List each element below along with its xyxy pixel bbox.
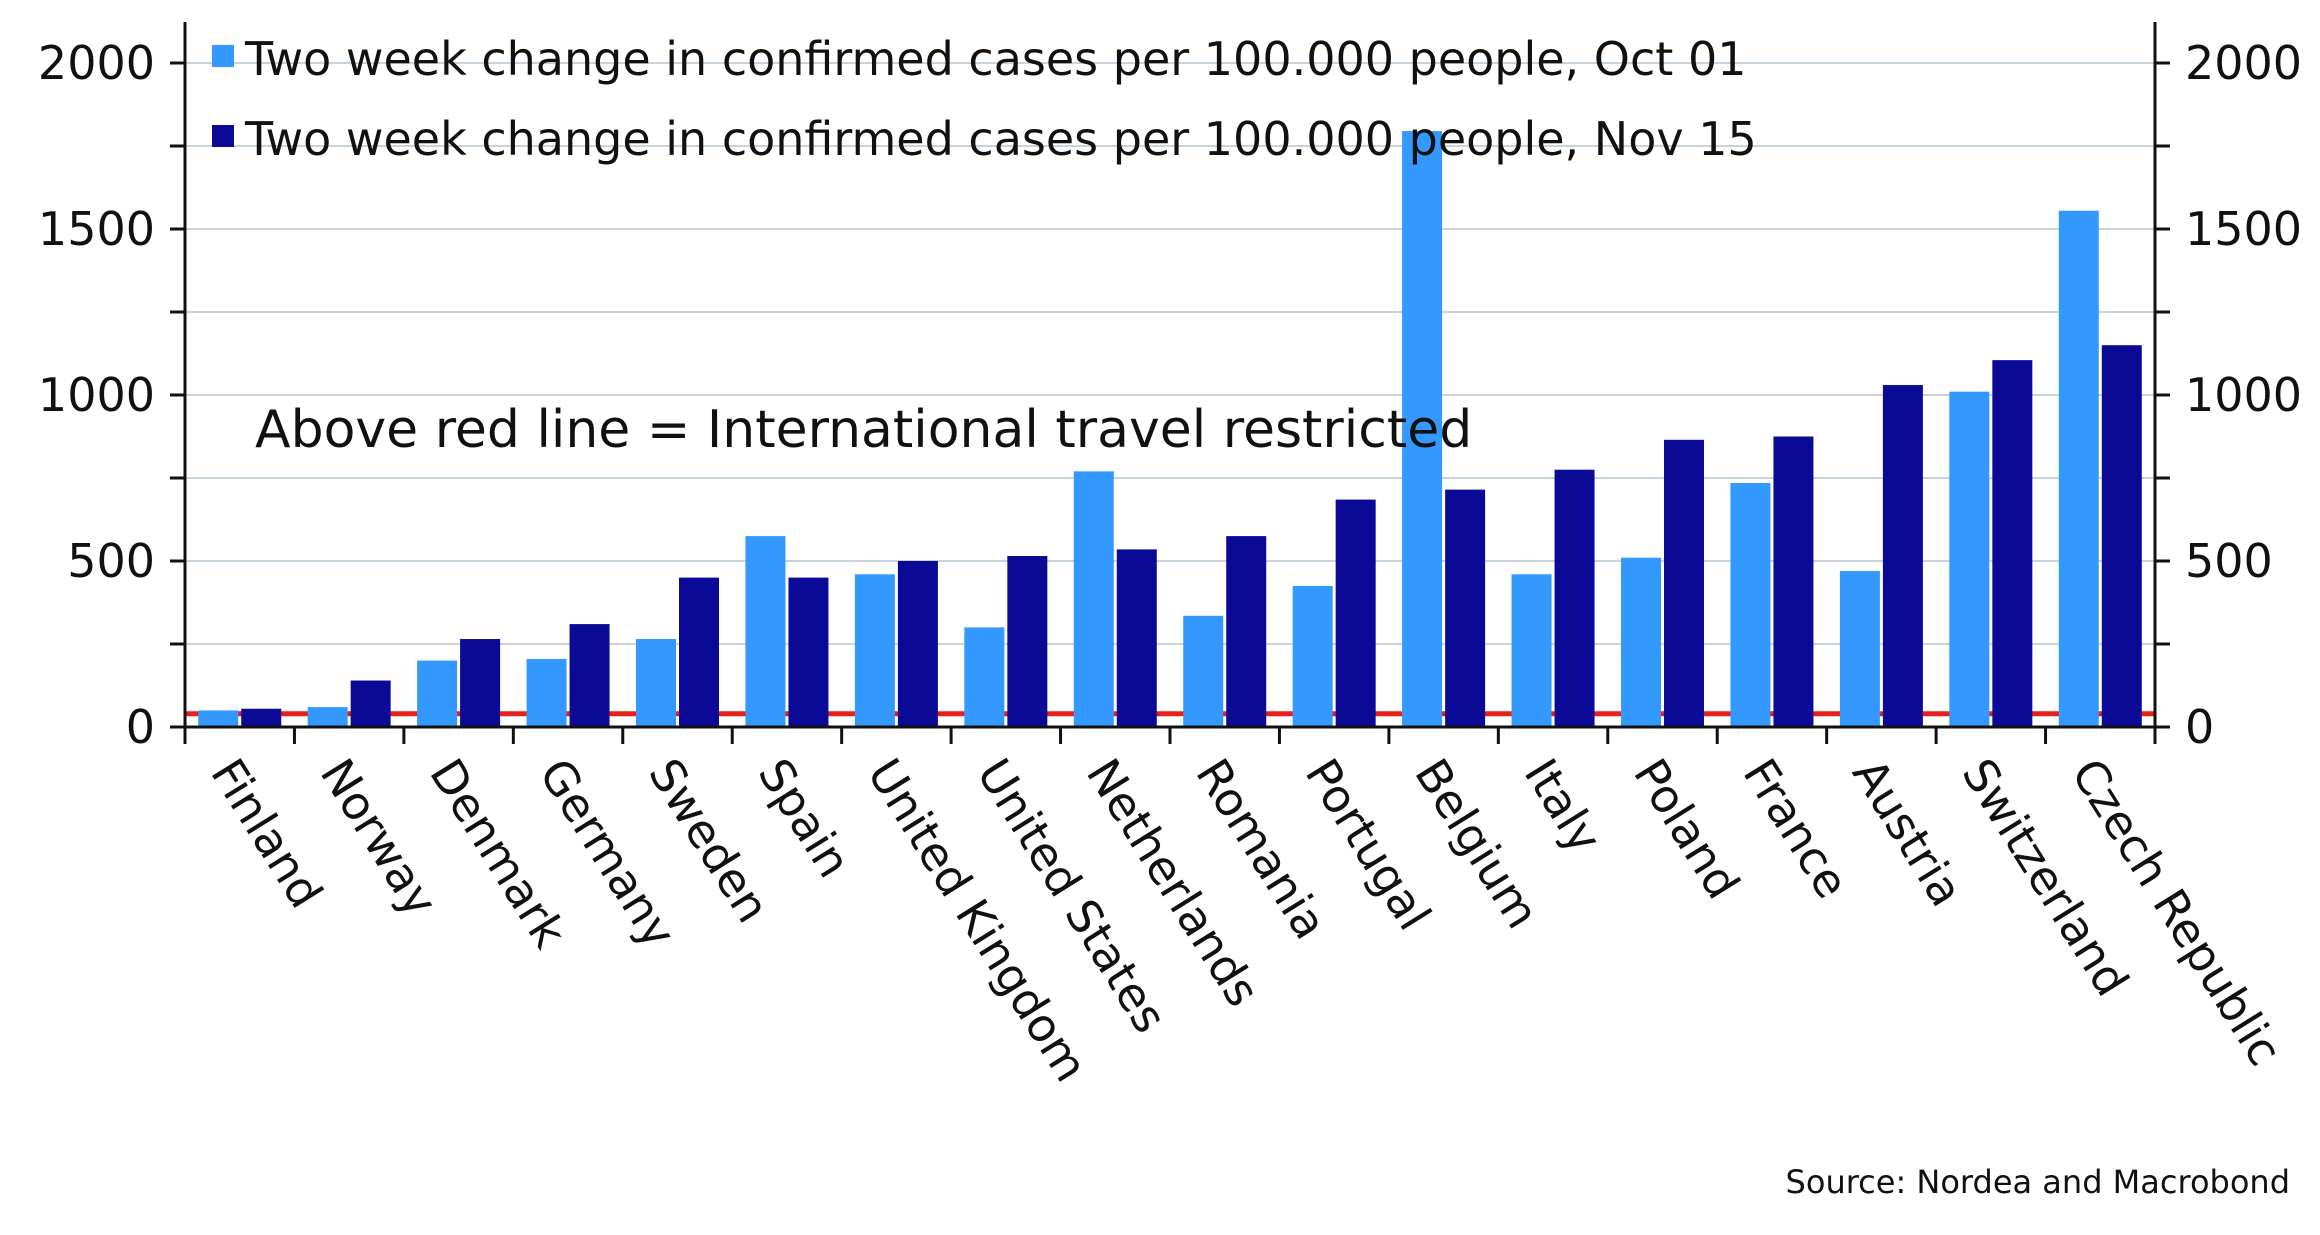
legend-swatch <box>212 125 234 147</box>
bar-nov15-switzerland <box>1992 360 2033 727</box>
y-tick-label-right: 2000 <box>2185 36 2302 90</box>
bar-nov15-sweden <box>679 577 719 727</box>
left-axis-tick-labels: 0 500 1000 1500 2000 <box>38 36 155 754</box>
bar-oct01-finland <box>198 710 239 727</box>
bar-nov15-czech-republic <box>2101 345 2142 727</box>
bar-nov15-poland <box>1664 439 1704 727</box>
right-axis-tick-labels: 0 500 1000 1500 2000 <box>2185 36 2302 754</box>
bar-oct01-romania <box>1183 615 1224 727</box>
bar-nov15-belgium <box>1445 489 1486 727</box>
category-label: Poland <box>1623 749 1750 908</box>
source-text: Source: Nordea and Macrobond <box>1786 1163 2290 1201</box>
category-label: France <box>1733 749 1860 907</box>
bar-nov15-finland <box>241 708 282 727</box>
y-tick-label-left: 2000 <box>38 36 155 90</box>
bar-nov15-united-states <box>1007 556 1048 727</box>
bar-oct01-france <box>1730 482 1771 727</box>
bar-nov15-france <box>1773 436 1814 727</box>
bar-nov15-romania <box>1226 536 1267 727</box>
bar-oct01-austria <box>1839 570 1880 727</box>
bar-nov15-austria <box>1882 385 1923 727</box>
bar-oct01-germany <box>526 658 567 727</box>
bar-oct01-poland <box>1621 557 1661 727</box>
legend-label: Two week change in confirmed cases per 1… <box>244 32 1747 86</box>
axes <box>170 22 2170 744</box>
bar-nov15-netherlands <box>1116 549 1157 727</box>
y-tick-label-left: 1000 <box>38 368 155 422</box>
bar-oct01-sweden <box>636 639 676 727</box>
bar-oct01-netherlands <box>1073 471 1114 727</box>
y-tick-label-right: 1500 <box>2185 202 2302 256</box>
annotation-text: Above red line = International travel re… <box>255 400 1472 460</box>
bar-nov15-norway <box>350 680 391 727</box>
category-label: Finland <box>200 749 333 917</box>
bar-nov15-spain <box>788 577 829 727</box>
bar-oct01-united-kingdom <box>854 574 895 727</box>
gridlines <box>185 62 2155 645</box>
category-label: Austria <box>1842 749 1974 915</box>
y-tick-label-left: 0 <box>126 700 155 754</box>
legend-label: Two week change in confirmed cases per 1… <box>244 112 1757 166</box>
y-tick-label-right: 0 <box>2185 700 2214 754</box>
y-tick-label-right: 1000 <box>2185 368 2302 422</box>
bar-oct01-norway <box>307 707 348 727</box>
bar-nov15-denmark <box>460 639 501 727</box>
bar-oct01-italy <box>1511 574 1552 727</box>
bar-oct01-belgium <box>1402 131 1443 727</box>
y-tick-label-left: 1500 <box>38 202 155 256</box>
bar-nov15-italy <box>1554 469 1595 727</box>
bar-oct01-spain <box>745 536 786 727</box>
y-tick-label-right: 500 <box>2185 534 2273 588</box>
category-labels: FinlandNorwayDenmarkGermanySwedenSpainUn… <box>200 749 2292 1091</box>
bar-nov15-germany <box>569 624 610 727</box>
bars <box>198 131 2142 728</box>
bar-oct01-czech-republic <box>2058 210 2099 728</box>
bar-oct01-united-states <box>964 627 1005 727</box>
y-tick-label-left: 500 <box>67 534 155 588</box>
bar-oct01-switzerland <box>1949 391 1990 727</box>
legend-swatch <box>212 45 234 67</box>
legend: Two week change in confirmed cases per 1… <box>212 32 1757 166</box>
category-label: Italy <box>1514 749 1613 862</box>
bar-oct01-portugal <box>1292 585 1333 727</box>
bar-nov15-portugal <box>1335 499 1376 727</box>
bar-nov15-united-kingdom <box>897 561 938 727</box>
bar-oct01-denmark <box>417 660 458 727</box>
category-label: Spain <box>748 749 862 887</box>
